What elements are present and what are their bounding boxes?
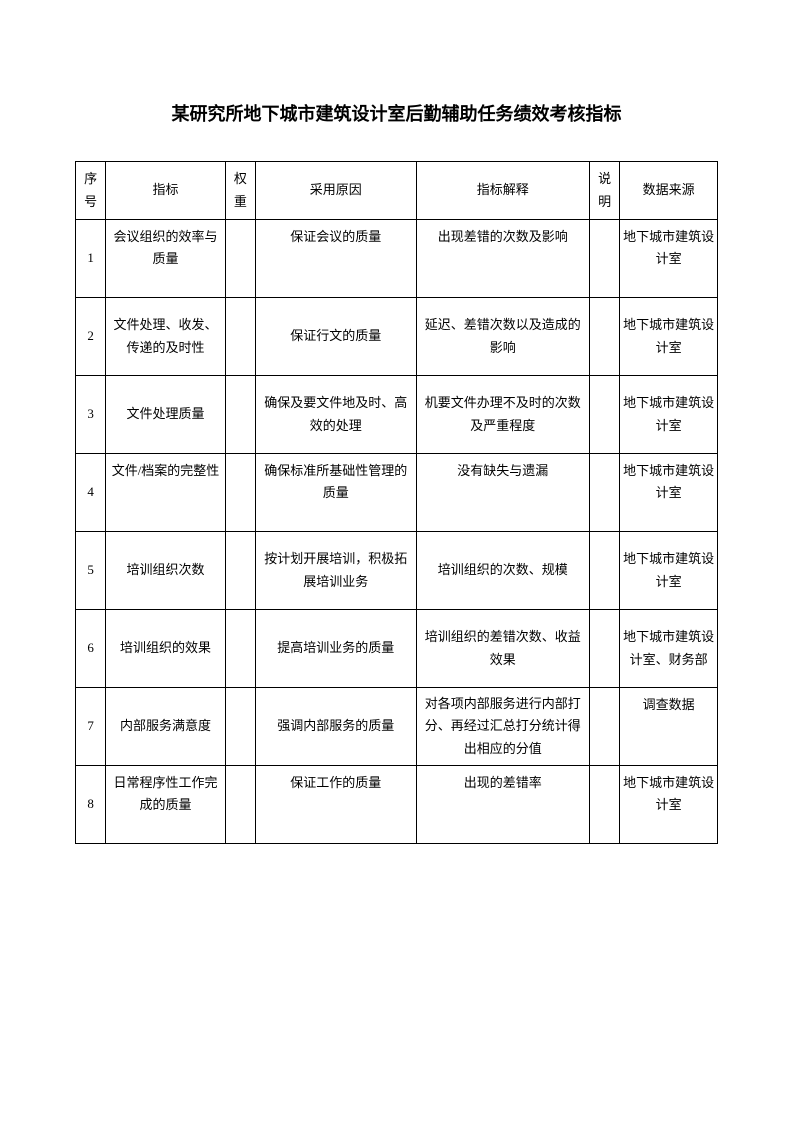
cell-source: 地下城市建筑设计室	[620, 298, 718, 376]
cell-source: 地下城市建筑设计室	[620, 376, 718, 454]
cell-explain: 机要文件办理不及时的次数及严重程度	[416, 376, 590, 454]
table-row: 8日常程序性工作完成的质量保证工作的质量出现的差错率地下城市建筑设计室	[76, 766, 718, 844]
cell-desc	[590, 610, 620, 688]
table-body: 1会议组织的效率与质量保证会议的质量出现差错的次数及影响地下城市建筑设计室2文件…	[76, 220, 718, 844]
cell-explain: 出现的差错率	[416, 766, 590, 844]
cell-indicator: 文件/档案的完整性	[106, 454, 225, 532]
cell-source: 地下城市建筑设计室	[620, 532, 718, 610]
document-page: 某研究所地下城市建筑设计室后勤辅助任务绩效考核指标 序号 指标 权重 采用原因 …	[0, 0, 793, 844]
cell-reason: 保证行文的质量	[256, 298, 417, 376]
col-header-weight: 权重	[225, 162, 255, 220]
cell-desc	[590, 376, 620, 454]
cell-indicator: 培训组织次数	[106, 532, 225, 610]
cell-seq: 8	[76, 766, 106, 844]
cell-seq: 1	[76, 220, 106, 298]
table-row: 2文件处理、收发、传递的及时性保证行文的质量延迟、差错次数以及造成的影响地下城市…	[76, 298, 718, 376]
table-row: 3文件处理质量确保及要文件地及时、高效的处理机要文件办理不及时的次数及严重程度地…	[76, 376, 718, 454]
cell-indicator: 日常程序性工作完成的质量	[106, 766, 225, 844]
cell-seq: 4	[76, 454, 106, 532]
cell-explain: 出现差错的次数及影响	[416, 220, 590, 298]
cell-reason: 保证会议的质量	[256, 220, 417, 298]
cell-indicator: 内部服务满意度	[106, 688, 225, 766]
col-header-desc: 说明	[590, 162, 620, 220]
cell-desc	[590, 766, 620, 844]
cell-indicator: 文件处理质量	[106, 376, 225, 454]
cell-weight	[225, 610, 255, 688]
cell-desc	[590, 220, 620, 298]
table-row: 6培训组织的效果提高培训业务的质量培训组织的差错次数、收益效果地下城市建筑设计室…	[76, 610, 718, 688]
col-header-source: 数据来源	[620, 162, 718, 220]
cell-source: 地下城市建筑设计室	[620, 766, 718, 844]
cell-weight	[225, 298, 255, 376]
table-row: 1会议组织的效率与质量保证会议的质量出现差错的次数及影响地下城市建筑设计室	[76, 220, 718, 298]
cell-explain: 培训组织的差错次数、收益效果	[416, 610, 590, 688]
cell-source: 地下城市建筑设计室	[620, 454, 718, 532]
cell-weight	[225, 454, 255, 532]
table-header-row: 序号 指标 权重 采用原因 指标解释 说明 数据来源	[76, 162, 718, 220]
cell-weight	[225, 376, 255, 454]
cell-desc	[590, 532, 620, 610]
cell-reason: 提高培训业务的质量	[256, 610, 417, 688]
cell-explain: 培训组织的次数、规模	[416, 532, 590, 610]
cell-explain: 对各项内部服务进行内部打分、再经过汇总打分统计得出相应的分值	[416, 688, 590, 766]
cell-indicator: 培训组织的效果	[106, 610, 225, 688]
cell-weight	[225, 532, 255, 610]
cell-reason: 保证工作的质量	[256, 766, 417, 844]
cell-desc	[590, 688, 620, 766]
cell-explain: 没有缺失与遗漏	[416, 454, 590, 532]
cell-indicator: 会议组织的效率与质量	[106, 220, 225, 298]
cell-reason: 按计划开展培训，积极拓展培训业务	[256, 532, 417, 610]
kpi-table: 序号 指标 权重 采用原因 指标解释 说明 数据来源 1会议组织的效率与质量保证…	[75, 161, 718, 844]
cell-seq: 6	[76, 610, 106, 688]
cell-explain: 延迟、差错次数以及造成的影响	[416, 298, 590, 376]
cell-weight	[225, 688, 255, 766]
cell-source: 地下城市建筑设计室、财务部	[620, 610, 718, 688]
cell-desc	[590, 454, 620, 532]
page-title: 某研究所地下城市建筑设计室后勤辅助任务绩效考核指标	[75, 100, 718, 126]
cell-reason: 确保及要文件地及时、高效的处理	[256, 376, 417, 454]
col-header-indicator: 指标	[106, 162, 225, 220]
cell-indicator: 文件处理、收发、传递的及时性	[106, 298, 225, 376]
col-header-reason: 采用原因	[256, 162, 417, 220]
table-row: 7内部服务满意度强调内部服务的质量对各项内部服务进行内部打分、再经过汇总打分统计…	[76, 688, 718, 766]
cell-weight	[225, 220, 255, 298]
cell-seq: 5	[76, 532, 106, 610]
col-header-explain: 指标解释	[416, 162, 590, 220]
cell-reason: 确保标准所基础性管理的质量	[256, 454, 417, 532]
cell-reason: 强调内部服务的质量	[256, 688, 417, 766]
col-header-seq: 序号	[76, 162, 106, 220]
table-row: 5培训组织次数按计划开展培训，积极拓展培训业务培训组织的次数、规模地下城市建筑设…	[76, 532, 718, 610]
cell-seq: 2	[76, 298, 106, 376]
cell-seq: 3	[76, 376, 106, 454]
cell-seq: 7	[76, 688, 106, 766]
cell-desc	[590, 298, 620, 376]
cell-source: 地下城市建筑设计室	[620, 220, 718, 298]
cell-weight	[225, 766, 255, 844]
cell-source: 调查数据	[620, 688, 718, 766]
table-row: 4文件/档案的完整性确保标准所基础性管理的质量没有缺失与遗漏地下城市建筑设计室	[76, 454, 718, 532]
